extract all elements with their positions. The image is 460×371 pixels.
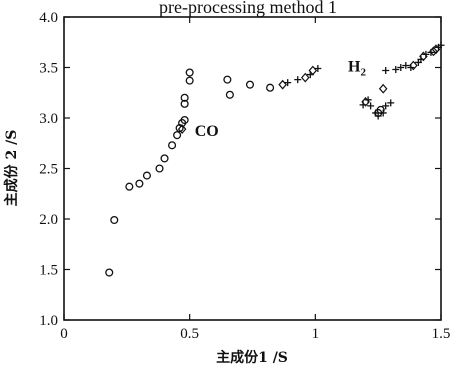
circle-point-12	[180, 99, 189, 108]
circle-point-16	[223, 75, 232, 84]
circle-point-5	[155, 164, 164, 173]
plus-point-11	[387, 99, 395, 107]
plus-point-3	[314, 65, 322, 73]
circle-point-0	[105, 268, 114, 277]
x-tick-label: 0	[60, 326, 68, 342]
y-axis-title: 主成份 2 /S	[3, 130, 20, 207]
plus-point-10	[382, 102, 390, 110]
plot-area-frame	[63, 16, 442, 321]
plus-point-6	[367, 102, 375, 110]
plus-point-22	[437, 41, 445, 49]
circle-point-17	[225, 90, 234, 99]
y-tick-label: 2.5	[39, 162, 58, 178]
circle-point-7	[168, 141, 177, 150]
chart-title: pre-processing method 1	[159, 0, 337, 17]
plus-point-20	[427, 48, 435, 56]
plus-point-4	[359, 101, 367, 109]
y-tick-label: 1.0	[39, 313, 58, 329]
plus-point-2	[306, 71, 314, 79]
y-tick-label: 3.5	[39, 61, 58, 77]
plus-point-18	[417, 55, 425, 63]
annotation-label-0: CO	[195, 123, 219, 140]
circle-point-3	[135, 179, 144, 188]
circle-point-19	[266, 83, 275, 92]
plus-point-5	[364, 96, 372, 104]
tick-marks	[63, 16, 442, 321]
plus-point-8	[374, 112, 382, 120]
data-markers	[105, 41, 445, 277]
annotation-subscript: 2	[360, 67, 366, 79]
y-tick-labels: 1.0 1.5 2.0 2.5 3.0 3.5 4.0	[39, 10, 58, 329]
circle-point-15	[185, 68, 194, 77]
annotation-label-1: H2	[348, 59, 366, 79]
y-tick-label: 2.0	[39, 212, 58, 228]
x-tick-labels: 0 0.5 1 1.5	[60, 326, 450, 342]
plus-point-1	[294, 76, 302, 84]
circle-point-6	[160, 154, 169, 163]
plus-point-15	[402, 61, 410, 69]
circle-point-1	[110, 215, 119, 225]
circle-point-14	[185, 76, 194, 85]
diamond-point-1	[278, 79, 287, 90]
x-tick-label: 1.5	[432, 326, 451, 342]
diamond-point-2	[300, 72, 310, 83]
circle-point-8	[173, 131, 182, 140]
circle-point-2	[125, 182, 134, 191]
diamond-point-0	[177, 124, 187, 135]
circle-point-4	[142, 171, 151, 180]
circle-point-13	[180, 93, 189, 102]
plus-point-12	[382, 67, 390, 75]
plus-point-0	[284, 79, 292, 87]
plus-point-13	[392, 66, 400, 74]
circle-point-11	[180, 115, 189, 125]
plus-point-16	[407, 64, 415, 71]
diamond-point-5	[378, 83, 388, 94]
y-tick-label: 4.0	[39, 10, 58, 26]
plus-point-19	[422, 50, 430, 58]
x-axis-title: 主成份1 /S	[216, 349, 288, 366]
plus-point-9	[379, 109, 387, 117]
circle-point-18	[245, 80, 255, 89]
plus-point-14	[397, 64, 405, 71]
y-tick-label: 3.0	[39, 111, 58, 127]
x-tick-label: 1	[312, 326, 320, 342]
y-tick-label: 1.5	[39, 263, 58, 279]
x-tick-label: 0.5	[180, 326, 199, 342]
annotations: CO H2	[195, 59, 367, 141]
